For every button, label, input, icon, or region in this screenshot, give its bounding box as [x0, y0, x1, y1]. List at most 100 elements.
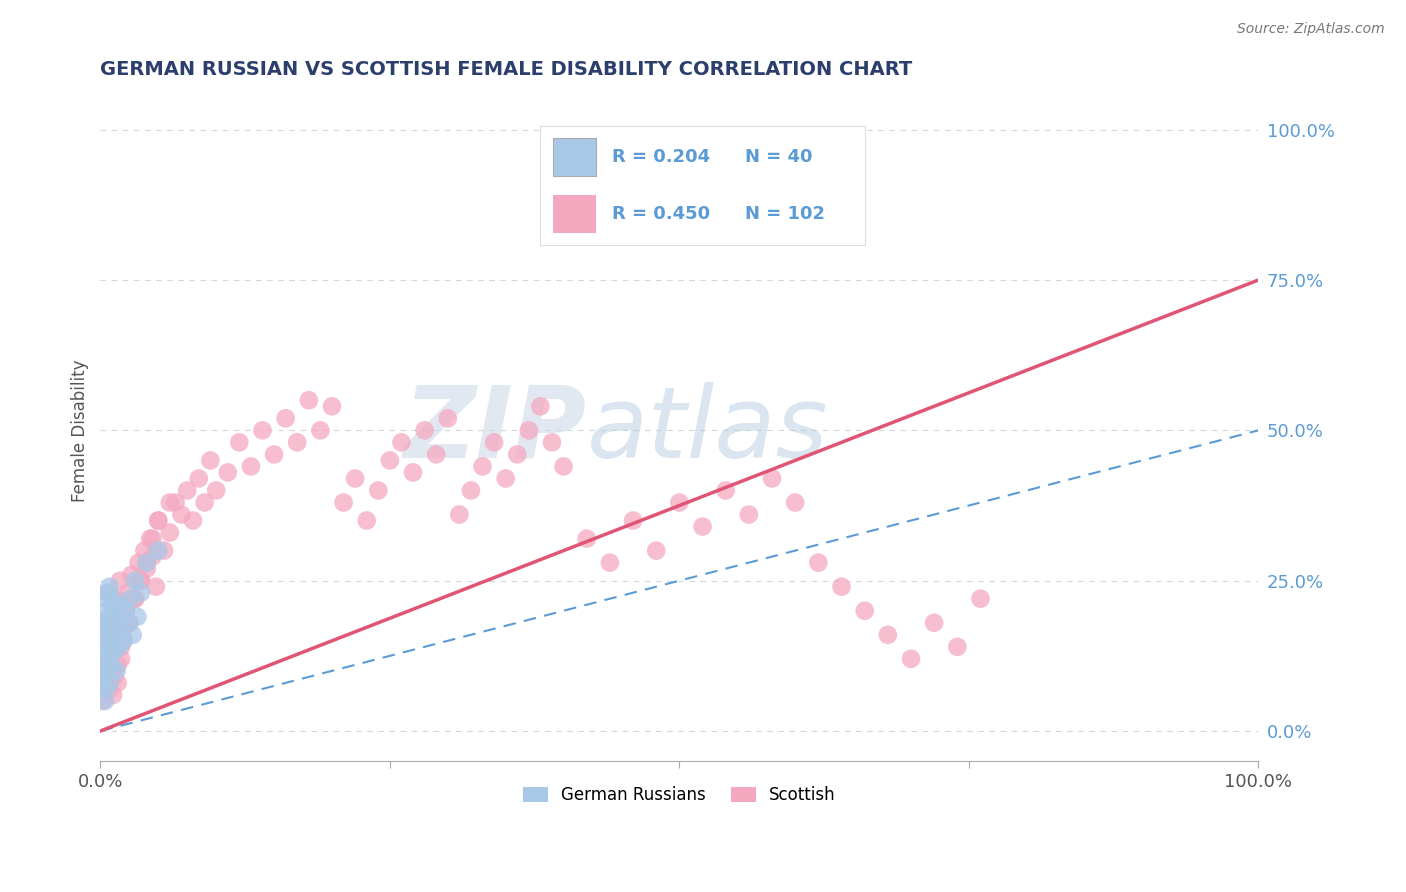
Point — [93, 633, 115, 648]
Point — [187, 471, 209, 485]
Point — [107, 676, 129, 690]
Point — [101, 646, 124, 660]
Point — [112, 622, 135, 636]
Point — [96, 585, 118, 599]
Point — [124, 574, 146, 588]
Point — [120, 591, 142, 606]
Point — [139, 532, 162, 546]
Point — [517, 423, 540, 437]
Point — [181, 514, 204, 528]
Point — [129, 574, 152, 588]
Point — [110, 622, 132, 636]
Point — [101, 633, 124, 648]
Point — [128, 556, 150, 570]
Point — [124, 591, 146, 606]
Point — [101, 688, 124, 702]
Point — [101, 604, 124, 618]
Point — [344, 471, 367, 485]
Point — [94, 694, 117, 708]
Point — [91, 676, 114, 690]
Point — [391, 435, 413, 450]
Point — [575, 532, 598, 546]
Point — [94, 622, 117, 636]
Point — [135, 561, 157, 575]
Point — [252, 423, 274, 437]
Point — [170, 508, 193, 522]
Point — [98, 676, 121, 690]
Point — [378, 453, 401, 467]
Point — [98, 580, 121, 594]
Point — [436, 411, 458, 425]
Point — [110, 652, 132, 666]
Point — [367, 483, 389, 498]
Point — [127, 609, 149, 624]
Point — [482, 435, 505, 450]
Point — [141, 532, 163, 546]
Point — [129, 574, 152, 588]
Point — [159, 525, 181, 540]
Point — [541, 435, 564, 450]
Point — [117, 615, 139, 630]
Point — [90, 652, 112, 666]
Point — [922, 615, 945, 630]
Point — [553, 459, 575, 474]
Point — [153, 543, 176, 558]
Point — [108, 609, 131, 624]
Point — [107, 657, 129, 672]
Point — [239, 459, 262, 474]
Point — [785, 495, 807, 509]
Point — [471, 459, 494, 474]
Point — [110, 640, 132, 654]
Point — [100, 657, 122, 672]
Point — [94, 640, 117, 654]
Point — [93, 664, 115, 678]
Point — [148, 514, 170, 528]
Point — [104, 628, 127, 642]
Point — [103, 604, 125, 618]
Point — [495, 471, 517, 485]
Point — [148, 514, 170, 528]
Point — [900, 652, 922, 666]
Point — [460, 483, 482, 498]
Point — [118, 615, 141, 630]
Point — [135, 556, 157, 570]
Point — [121, 628, 143, 642]
Point — [876, 628, 898, 642]
Point — [402, 466, 425, 480]
Point — [114, 604, 136, 618]
Point — [134, 543, 156, 558]
Point — [97, 585, 120, 599]
Point — [118, 615, 141, 630]
Point — [100, 664, 122, 678]
Point — [103, 670, 125, 684]
Point — [96, 652, 118, 666]
Point — [853, 604, 876, 618]
Point — [309, 423, 332, 437]
Point — [263, 447, 285, 461]
Point — [298, 393, 321, 408]
Point — [599, 556, 621, 570]
Point — [96, 622, 118, 636]
Point — [506, 447, 529, 461]
Point — [105, 591, 128, 606]
Point — [200, 453, 222, 467]
Point — [692, 519, 714, 533]
Point — [101, 646, 124, 660]
Point — [97, 633, 120, 648]
Point — [104, 628, 127, 642]
Point — [159, 495, 181, 509]
Point — [112, 633, 135, 648]
Point — [91, 694, 114, 708]
Point — [96, 664, 118, 678]
Point — [668, 495, 690, 509]
Point — [332, 495, 354, 509]
Point — [217, 466, 239, 480]
Point — [807, 556, 830, 570]
Point — [413, 423, 436, 437]
Point — [112, 633, 135, 648]
Point — [194, 495, 217, 509]
Legend: German Russians, Scottish: German Russians, Scottish — [515, 778, 844, 813]
Point — [228, 435, 250, 450]
Point — [165, 495, 187, 509]
Point — [738, 508, 761, 522]
